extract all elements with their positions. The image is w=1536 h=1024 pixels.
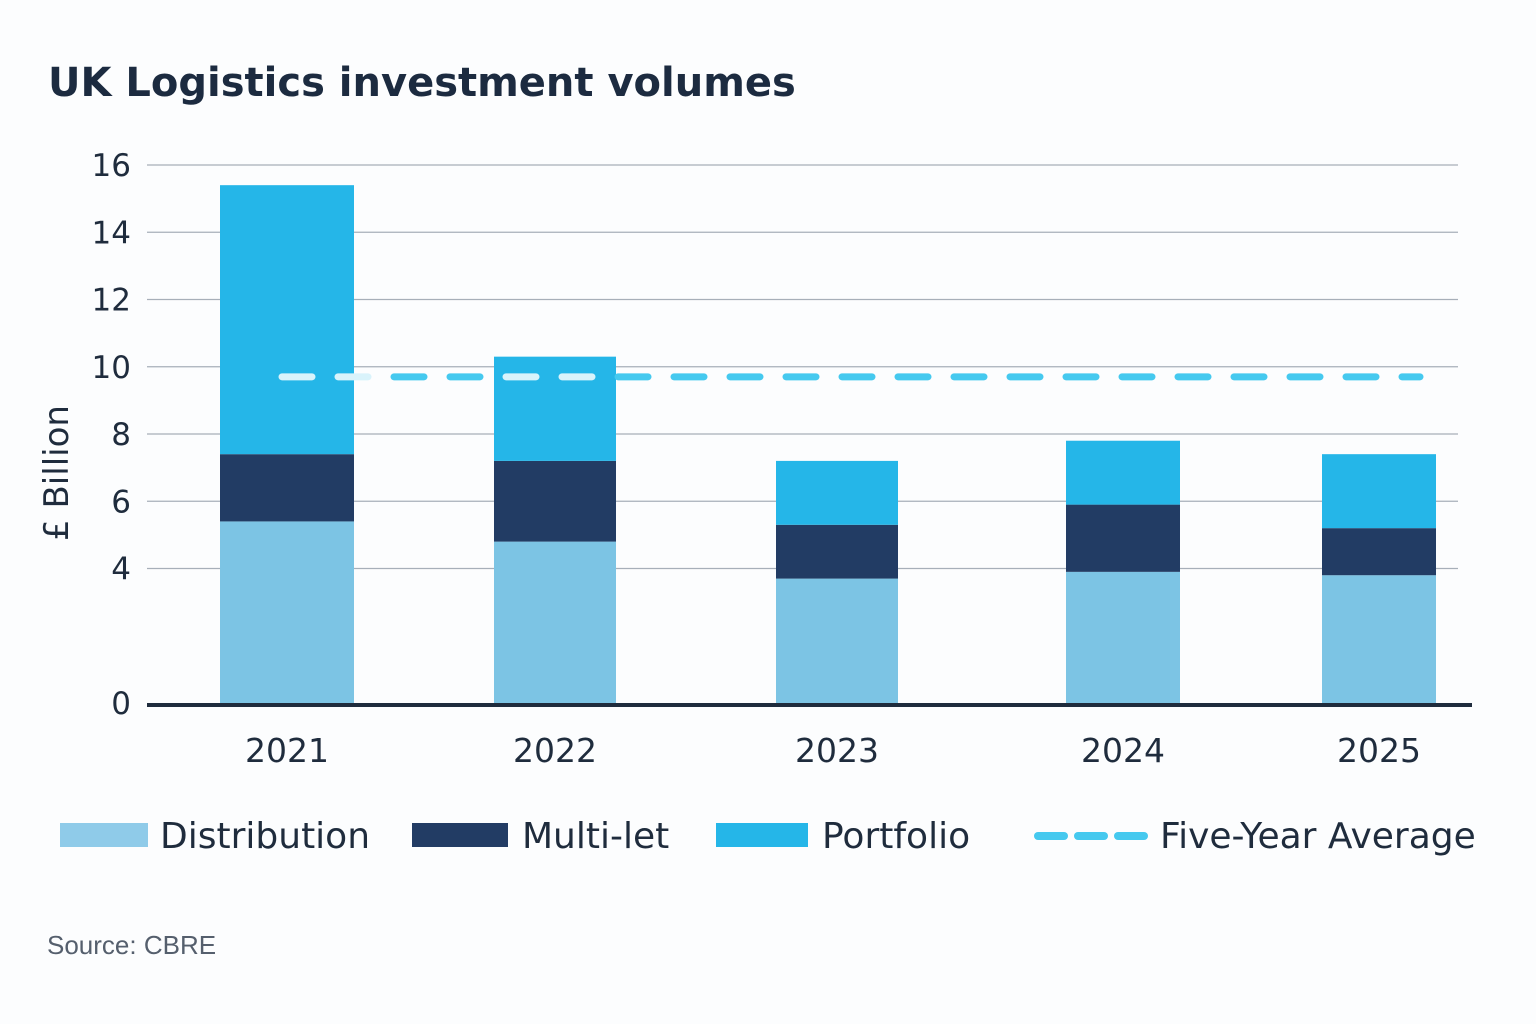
x-tick-label: 2021: [245, 731, 329, 770]
legend-swatch: [412, 823, 508, 847]
bar-portfolio-2022: [494, 356, 616, 461]
legend: Distribution Multi-let Portfolio Five-Year …: [60, 816, 1476, 857]
y-tick-label: 0: [111, 686, 131, 722]
bar-distribution-2024: [1066, 571, 1180, 703]
y-tick-label: 4: [111, 552, 131, 588]
y-tick-label: 14: [92, 215, 131, 251]
y-tick-label: 8: [111, 417, 131, 453]
y-axis-ticks: 0 4 6 8 10 12 14 16: [92, 148, 131, 722]
legend-label: Distribution: [160, 816, 370, 857]
bar-multi-let-2023: [776, 524, 898, 579]
bar-segments: [220, 185, 1436, 703]
y-tick-label: 6: [111, 484, 131, 520]
x-tick-label: 2025: [1337, 731, 1421, 770]
x-tick-label: 2023: [795, 731, 879, 770]
legend-swatch: [716, 823, 808, 847]
legend-swatch: [60, 823, 148, 847]
y-axis-title: £ Billion: [37, 405, 77, 541]
bar-portfolio-2023: [776, 460, 898, 525]
legend-label: Portfolio: [822, 816, 970, 857]
y-tick-label: 16: [92, 148, 131, 184]
y-tick-label: 12: [92, 283, 131, 319]
legend-item-portfolio: Portfolio: [716, 816, 970, 857]
legend-item-distribution: Distribution: [60, 816, 370, 857]
legend-item-five-year-average: Five-Year Average: [1034, 816, 1476, 857]
bar-distribution-2025: [1322, 575, 1436, 703]
bar-distribution-2023: [776, 578, 898, 703]
chart-title: UK Logistics investment volumes: [48, 60, 796, 106]
bar-multi-let-2022: [494, 460, 616, 542]
bar-portfolio-2025: [1322, 454, 1436, 529]
gridlines: [147, 164, 1458, 570]
y-tick-label: 10: [92, 350, 131, 386]
bar-distribution-2021: [220, 521, 354, 703]
bar-multi-let-2024: [1066, 504, 1180, 572]
x-tick-label: 2022: [513, 731, 597, 770]
legend-item-multi-let: Multi-let: [412, 816, 669, 857]
bar-multi-let-2025: [1322, 528, 1436, 576]
source-note: Source: CBRE: [47, 930, 216, 960]
legend-label: Multi-let: [522, 816, 669, 857]
bar-distribution-2022: [494, 541, 616, 703]
bar-multi-let-2021: [220, 454, 354, 522]
bar-portfolio-2024: [1066, 440, 1180, 505]
legend-label: Five-Year Average: [1160, 816, 1476, 857]
x-tick-label: 2024: [1081, 731, 1165, 770]
x-axis-ticks: 2021 2022 2023 2024 2025: [245, 731, 1421, 770]
bar-portfolio-2021: [220, 185, 354, 455]
